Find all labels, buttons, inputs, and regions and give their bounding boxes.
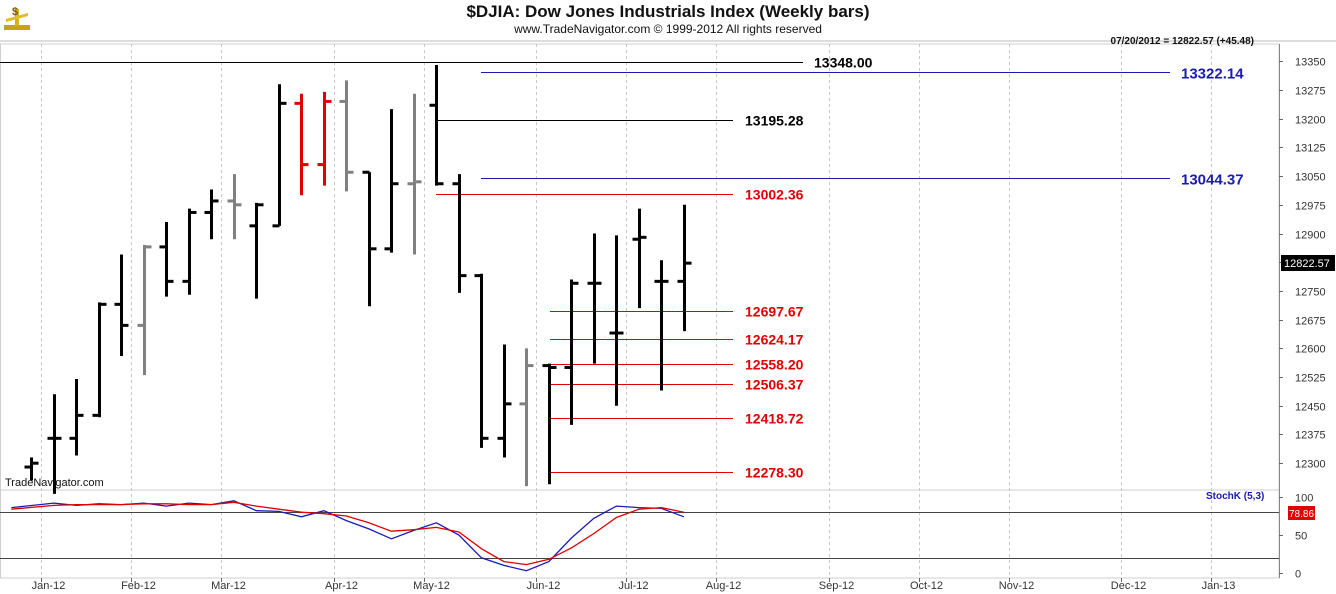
y-tick-label: 12750: [1295, 287, 1326, 299]
chart-subtitle: www.TradeNavigator.com © 1999-2012 All r…: [514, 22, 822, 36]
level-label: 12624.17: [745, 332, 804, 348]
x-tick-label: Feb-12: [121, 580, 156, 592]
svg-text:$: $: [12, 6, 18, 18]
x-tick-label: Jan-12: [32, 580, 66, 592]
last-price-box: [1281, 255, 1335, 271]
x-tick-label: May-12: [413, 580, 450, 592]
y-tick-label: 12375: [1295, 430, 1326, 442]
x-tick-label: Aug-12: [706, 580, 741, 592]
watermark: TradeNavigator.com: [5, 477, 104, 489]
y-tick-label: 13350: [1295, 57, 1326, 69]
level-label: 12506.37: [745, 377, 804, 393]
y-tick-label: 12975: [1295, 201, 1326, 213]
stoch-series-line: [11, 500, 685, 572]
level-label: 13002.36: [745, 187, 804, 203]
y-tick-label: 12600: [1295, 344, 1326, 356]
dollar-scale-logo-icon: $: [2, 3, 32, 38]
level-label: 13322.14: [1181, 66, 1244, 83]
y-tick-label: 13275: [1295, 86, 1326, 98]
y-tick-label: 13125: [1295, 143, 1326, 155]
y-tick-label: 12675: [1295, 316, 1326, 328]
chart-title: $DJIA: Dow Jones Industrials Index (Week…: [466, 2, 870, 21]
stoch-tick-label: 0: [1295, 569, 1301, 581]
x-tick-label: Nov-12: [999, 580, 1034, 592]
stoch-tick-label: 100: [1295, 493, 1313, 505]
y-tick-label: 12525: [1295, 373, 1326, 385]
y-tick-label: 13200: [1295, 115, 1326, 127]
level-label: 12418.72: [745, 411, 804, 427]
x-tick-label: Oct-12: [910, 580, 943, 592]
y-tick-label: 13050: [1295, 172, 1326, 184]
y-tick-label: 12900: [1295, 230, 1326, 242]
x-tick-label: Dec-12: [1111, 580, 1146, 592]
level-label: 12278.30: [745, 465, 804, 481]
level-label: 12697.67: [745, 304, 804, 320]
x-tick-label: Jan-13: [1202, 580, 1236, 592]
x-tick-label: Jul-12: [619, 580, 649, 592]
y-tick-label: 12300: [1295, 459, 1326, 471]
x-tick-label: Apr-12: [325, 580, 358, 592]
stoch-value-label: 78.86: [1289, 509, 1314, 520]
y-tick-label: 12450: [1295, 402, 1326, 414]
last-bar-stamp: 07/20/2012 = 12822.57 (+45.48): [1110, 36, 1254, 47]
last-price-label: 12822.57: [1284, 258, 1330, 270]
x-tick-label: Mar-12: [211, 580, 246, 592]
level-label: 12558.20: [745, 357, 804, 373]
level-label: 13348.00: [814, 55, 873, 71]
level-label: 13044.37: [1181, 172, 1244, 189]
stoch-value-box: [1288, 506, 1315, 520]
stoch-title: StochK (5,3): [1206, 491, 1265, 502]
stoch-series-line: [11, 501, 685, 566]
x-tick-label: Jun-12: [527, 580, 561, 592]
stoch-tick-label: 50: [1295, 531, 1307, 543]
x-tick-label: Sep-12: [819, 580, 854, 592]
level-label: 13195.28: [745, 113, 804, 129]
